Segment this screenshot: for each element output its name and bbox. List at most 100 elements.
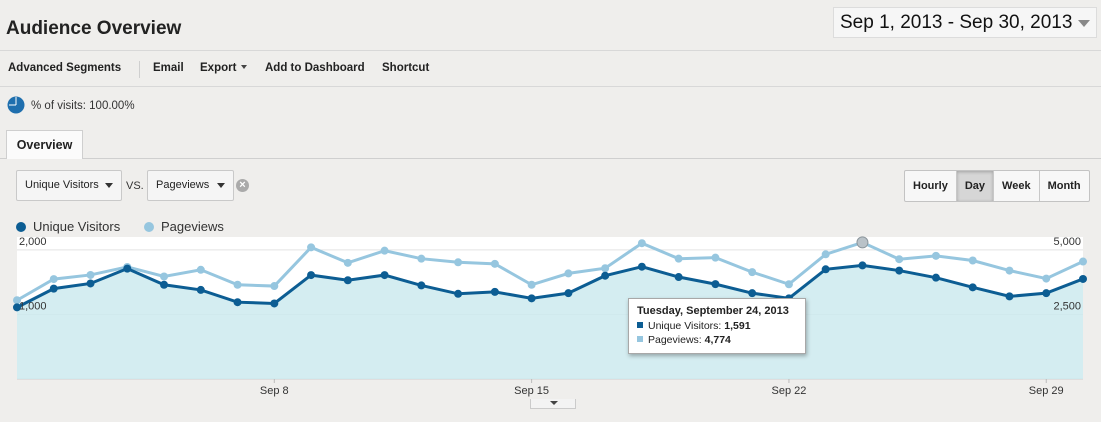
data-point-unique-visitors: [196, 285, 205, 294]
shortcut-button[interactable]: Shortcut: [382, 62, 430, 74]
data-point-unique-visitors: [858, 261, 867, 270]
day-button[interactable]: Day: [956, 171, 995, 201]
toolbar-divider-line: [0, 86, 1101, 87]
data-point-unique-visitors: [931, 273, 940, 282]
data-point-pageviews: [343, 258, 352, 267]
data-point-unique-visitors: [637, 262, 646, 271]
data-point-pageviews: [1079, 257, 1087, 266]
data-point-unique-visitors: [307, 271, 316, 280]
data-point-pageviews: [711, 253, 720, 262]
legend-dot-icon: [16, 222, 26, 232]
data-point-unique-visitors: [1005, 292, 1014, 301]
toolbar-divider: [139, 61, 140, 78]
data-point-pageviews: [931, 251, 940, 260]
tab-divider: [0, 158, 1101, 159]
data-point-pageviews: [1042, 274, 1051, 283]
data-point-pageviews: [160, 272, 169, 281]
data-point-unique-visitors: [417, 281, 426, 290]
x-axis-tick-label: Sep 29: [1029, 385, 1064, 397]
data-point-pageviews: [856, 236, 869, 249]
chevron-down-icon[interactable]: [1078, 20, 1090, 27]
legend-label: Unique Visitors: [33, 219, 121, 234]
advanced-segments-button[interactable]: Advanced Segments: [8, 62, 122, 74]
pie-segment-icon: [7, 96, 25, 114]
page-title: Audience Overview: [6, 18, 182, 39]
legend-label: Pageviews: [161, 219, 224, 234]
data-point-unique-visitors: [123, 264, 132, 273]
data-point-pageviews: [270, 282, 279, 291]
month-button[interactable]: Month: [1047, 180, 1081, 192]
chart-expand-handle[interactable]: [530, 399, 576, 409]
data-point-pageviews: [527, 280, 536, 289]
data-point-unique-visitors: [527, 294, 536, 303]
chevron-down-icon: [217, 183, 225, 188]
legend-dot-icon: [144, 222, 154, 232]
data-point-unique-visitors: [233, 298, 242, 307]
chevron-down-icon: [105, 183, 113, 188]
data-point-unique-visitors: [601, 271, 610, 280]
export-button[interactable]: Export: [200, 62, 248, 74]
data-point-pageviews: [601, 264, 610, 273]
vs-label: VS.: [126, 180, 144, 192]
tooltip-label: Pageviews:: [648, 334, 702, 346]
email-button[interactable]: Email: [153, 62, 184, 74]
data-point-pageviews: [968, 256, 977, 265]
data-point-pageviews: [1005, 266, 1014, 275]
date-range-picker[interactable]: Sep 1, 2013 - Sep 30, 2013: [833, 7, 1097, 38]
data-point-pageviews: [490, 259, 499, 268]
tooltip-value: 1,591: [724, 320, 751, 332]
tooltip-row-pageviews: Pageviews: 4,774: [637, 334, 797, 346]
tooltip-row-visitors: Unique Visitors: 1,591: [637, 320, 797, 332]
series-line-pageviews: [16, 240, 1084, 302]
x-axis-tick-label: Sep 8: [260, 385, 289, 397]
data-point-pageviews: [748, 268, 757, 277]
data-point-unique-visitors: [160, 280, 169, 289]
data-point-pageviews: [821, 250, 830, 259]
series-swatch-icon: [637, 336, 643, 342]
tooltip-label: Unique Visitors:: [648, 320, 722, 332]
granularity-toggle: Hourly Day Week Month: [904, 170, 1090, 202]
data-point-pageviews: [86, 270, 95, 279]
series-swatch-icon: [637, 322, 643, 328]
data-point-pageviews: [49, 275, 58, 284]
data-point-pageviews: [13, 296, 21, 305]
series-line-unique-visitors: [16, 263, 1084, 309]
x-axis-tick-label: Sep 22: [771, 385, 806, 397]
tab-overview[interactable]: Overview: [6, 130, 83, 159]
data-point-unique-visitors: [454, 289, 463, 298]
data-point-unique-visitors: [86, 279, 95, 288]
x-axis-tick-label: Sep 15: [514, 385, 549, 397]
data-point-pageviews: [380, 246, 389, 255]
tooltip-value: 4,774: [704, 334, 731, 346]
export-label: Export: [200, 62, 237, 74]
data-point-pageviews: [417, 254, 426, 263]
legend-unique-visitors[interactable]: Unique Visitors: [16, 219, 120, 234]
data-point-pageviews: [454, 258, 463, 267]
data-point-pageviews: [895, 255, 904, 264]
hourly-button[interactable]: Hourly: [905, 171, 957, 201]
data-point-unique-visitors: [564, 289, 573, 298]
legend-pageviews[interactable]: Pageviews: [144, 219, 224, 234]
y-axis-right-tick-label: 5,000: [1053, 236, 1081, 248]
week-button[interactable]: Week: [994, 171, 1040, 201]
y-axis-left-tick-label: 2,000: [19, 236, 47, 248]
data-point-unique-visitors: [674, 273, 683, 282]
add-to-dashboard-button[interactable]: Add to Dashboard: [265, 62, 365, 74]
data-point-pageviews: [637, 239, 646, 248]
tooltip-title: Tuesday, September 24, 2013: [637, 305, 789, 317]
data-point-unique-visitors: [1042, 289, 1051, 298]
data-point-unique-visitors: [968, 283, 977, 292]
chart-tooltip: Tuesday, September 24, 2013 Unique Visit…: [628, 298, 806, 354]
data-point-unique-visitors: [343, 276, 352, 285]
close-icon[interactable]: ×: [236, 179, 249, 192]
y-axis-right-tick-label: 2,500: [1053, 300, 1081, 312]
data-point-unique-visitors: [1079, 274, 1087, 283]
chevron-down-icon: [550, 401, 558, 405]
data-point-unique-visitors: [380, 271, 389, 280]
primary-metric-select[interactable]: Unique Visitors: [16, 170, 122, 201]
data-point-unique-visitors: [13, 303, 21, 312]
secondary-metric-select[interactable]: Pageviews: [147, 170, 234, 201]
data-point-unique-visitors: [270, 299, 279, 308]
y-axis-left-tick-label: 1,000: [19, 300, 47, 312]
